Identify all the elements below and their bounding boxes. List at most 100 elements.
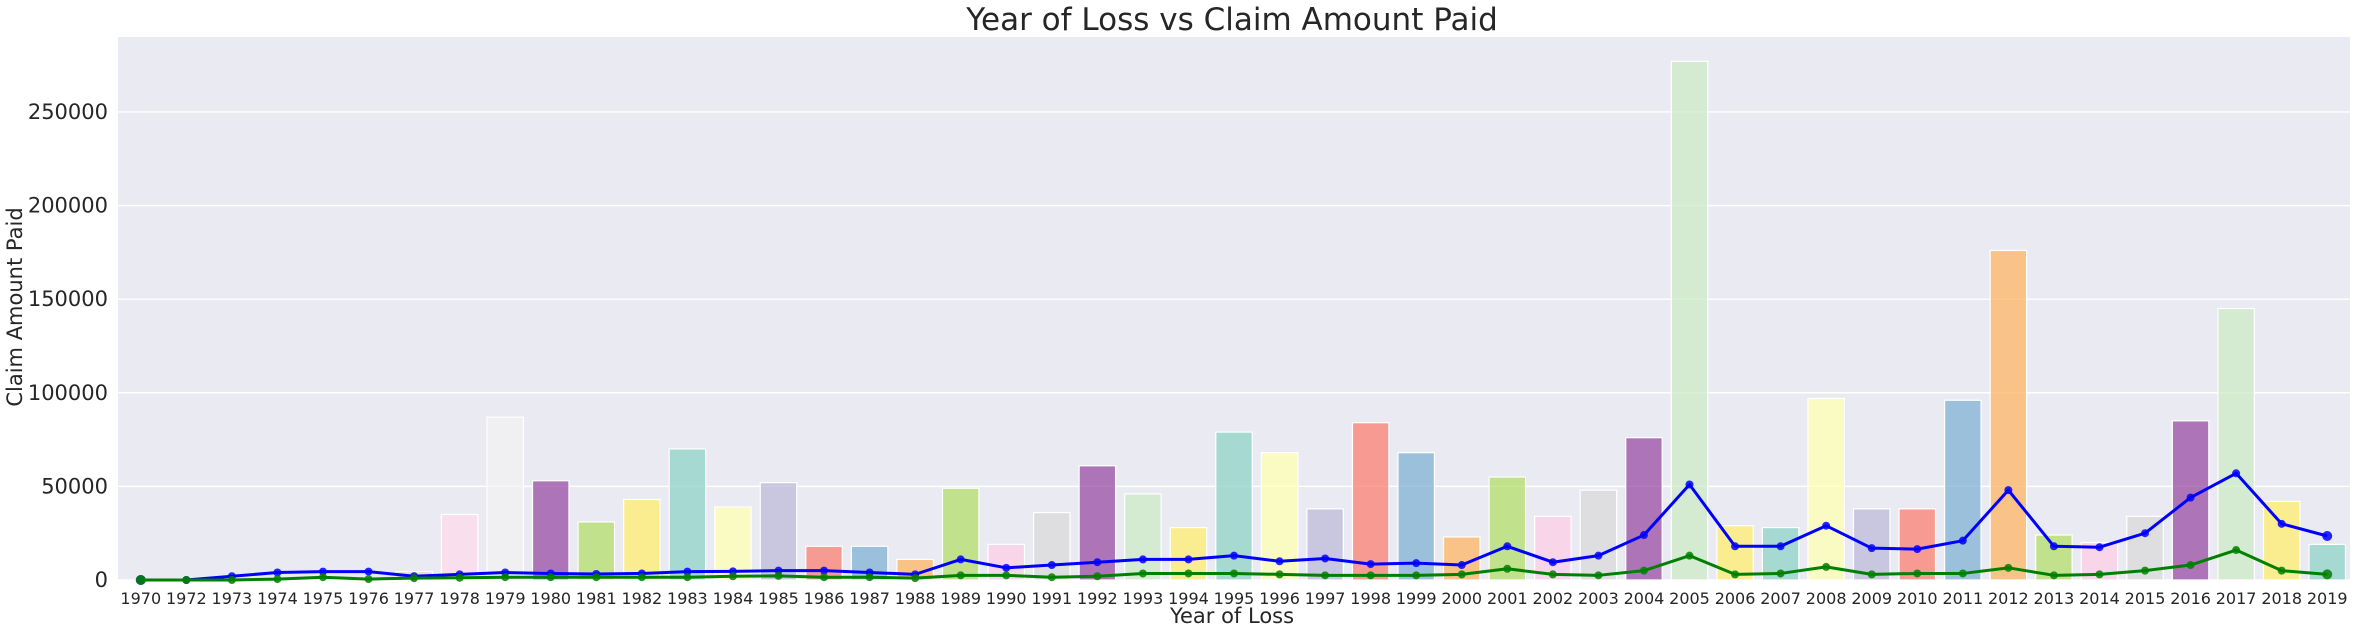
series-point [865,573,874,582]
x-tick-label: 1978 [439,589,480,608]
bar [1488,476,1527,581]
series-point [318,573,327,582]
series-point [1548,570,1557,579]
y-axis-label: Claim Amount Paid [3,207,27,406]
x-tick-label: 2006 [1715,589,1756,608]
x-tick-label: 1986 [804,589,845,608]
y-tick-label: 150000 [28,287,108,311]
x-tick-label: 1993 [1123,589,1164,608]
series-point [1230,569,1238,578]
bar [1534,515,1572,581]
series-point [2141,566,2150,575]
bar [1670,60,1709,581]
y-tick-label: 250000 [28,100,108,124]
x-tick-label: 1996 [1259,589,1300,608]
bar [1943,399,1982,581]
x-tick-label: 1973 [212,589,253,608]
x-tick-label: 1985 [758,589,799,608]
series-point [1275,570,1284,579]
series-point [956,555,965,564]
lines-group [135,469,2333,585]
series-point [1138,555,1147,564]
x-tick-label: 2009 [1851,589,1892,608]
x-tick-label: 1998 [1350,589,1391,608]
series-point [2277,519,2286,528]
series-point [1184,555,1193,564]
series-point [182,576,191,584]
bar [941,487,980,581]
bar [1807,397,1845,581]
x-tick-label: 1983 [667,589,708,608]
series-point [1457,561,1466,570]
series-point [1594,571,1603,580]
series-point [1138,569,1147,578]
series-point [2322,530,2333,541]
series-point [1230,551,1238,560]
x-tick-labels: 1970 1972 1973 1974 1975 1976 1977 1978 1979 1980… [120,589,2347,608]
y-tick-label: 0 [95,568,108,592]
series-point [1822,562,1831,571]
series-point [1776,542,1785,551]
series-point [455,573,464,582]
series-point [774,571,783,580]
x-tick-label: 1988 [895,589,936,608]
series-point [1412,559,1421,568]
bar [1989,249,2028,581]
x-tick-label: 2007 [1760,589,1801,608]
x-tick-label: 1979 [485,589,526,608]
x-tick-label: 1992 [1077,589,1118,608]
y-tick-label: 100000 [28,381,108,405]
series-point [1457,570,1466,579]
series-point [135,575,146,585]
x-tick-label: 2005 [1669,589,1710,608]
bar [1124,493,1162,581]
series-point [2277,566,2286,575]
bar [1898,508,1937,581]
series-point [2186,561,2195,570]
x-tick-label: 1972 [166,589,207,608]
bar [1032,511,1071,581]
series-point [1594,551,1603,560]
bar [1625,437,1663,581]
x-tick-label: 2001 [1487,589,1528,608]
x-tick-label: 1997 [1305,589,1346,608]
x-tick-label: 2015 [2125,589,2166,608]
x-tick-label: 2003 [1578,589,1619,608]
bar [623,498,661,581]
series-point [364,567,373,576]
series-point [2232,469,2241,478]
series-point [1503,542,1512,551]
x-tick-label: 2004 [1624,589,1665,608]
x-tick-label: 1987 [849,589,890,608]
series-point [683,567,692,576]
series-point [728,572,737,581]
series-point [2049,571,2058,580]
x-tick-label: 1976 [348,589,389,608]
series-point [1913,569,1922,578]
series-point [1184,569,1193,578]
series-point [1867,544,1876,553]
x-tick-label: 1977 [394,589,435,608]
series-point [592,573,601,582]
series-point [546,573,555,582]
series-point [2322,569,2333,580]
series-point [1958,569,1967,578]
series-point [1503,564,1512,573]
series-point [1867,570,1876,579]
series-point [1366,571,1375,580]
x-tick-label: 2016 [2170,589,2211,608]
series-point [1548,558,1557,567]
series-point [1685,551,1694,560]
series-point [1321,554,1330,563]
series-point [1822,521,1831,530]
series-point [1685,480,1694,489]
series-point [2141,529,2150,538]
x-tick-label: 1981 [576,589,617,608]
series-point [2186,493,2195,502]
x-tick-label: 2000 [1441,589,1482,608]
x-axis-label: Year of Loss [1169,604,1294,628]
x-tick-label: 1990 [986,589,1027,608]
series-point [2232,546,2241,555]
series-point [1731,570,1740,579]
y-tick-label: 50000 [41,474,108,498]
